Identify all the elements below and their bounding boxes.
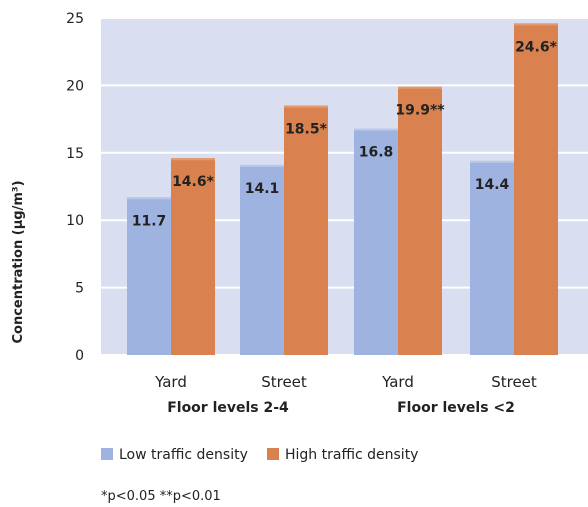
- y-axis-label: Concentration (µg/m³): [11, 180, 26, 343]
- x-group-label: Floor levels 2-4: [167, 400, 289, 416]
- bars: [127, 23, 558, 356]
- legend-label-high-traffic: High traffic density: [285, 447, 418, 463]
- x-group-label: Floor levels <2: [397, 400, 515, 416]
- bar-low-traffic: [240, 164, 284, 355]
- x-category-label: Yard: [154, 373, 187, 391]
- bar-high-traffic: [284, 105, 328, 356]
- data-label: 14.4: [475, 177, 510, 193]
- y-tick-label: 0: [75, 348, 84, 364]
- y-tick-label: 5: [75, 281, 84, 297]
- data-label: 18.5*: [285, 122, 328, 138]
- data-label: 16.8: [359, 145, 394, 161]
- x-category-labels: Yard Street Yard Street: [154, 373, 537, 391]
- bar-low-traffic: [354, 128, 398, 355]
- legend-swatch-low-traffic: [101, 448, 113, 460]
- data-labels: 11.7 14.6* 14.1 18.5* 16.8 19.9** 14.4 24.6*: [132, 39, 558, 229]
- data-label: 24.6*: [515, 39, 558, 55]
- y-tick-label: 20: [66, 78, 84, 94]
- x-category-label: Street: [261, 373, 307, 391]
- bar-high-traffic: [171, 158, 215, 355]
- bar-high-traffic: [398, 86, 442, 356]
- bar-low-traffic: [127, 197, 171, 355]
- bar-low-traffic: [470, 160, 514, 355]
- data-label: 14.6*: [172, 174, 215, 190]
- x-category-label: Street: [491, 373, 537, 391]
- data-label: 19.9**: [395, 103, 445, 119]
- data-label: 14.1: [245, 181, 280, 197]
- data-label: 11.7: [132, 213, 167, 229]
- bar-high-traffic: [514, 23, 558, 356]
- x-category-label: Yard: [381, 373, 414, 391]
- y-tick-label: 15: [66, 146, 84, 162]
- x-group-labels: Floor levels 2-4 Floor levels <2: [167, 400, 515, 416]
- y-tick-label: 25: [66, 11, 84, 27]
- y-tick-labels: 0 5 10 15 20 25: [66, 11, 84, 364]
- legend-label-low-traffic: Low traffic density: [119, 447, 248, 463]
- y-tick-label: 10: [66, 213, 84, 229]
- legend-swatch-high-traffic: [267, 448, 279, 460]
- legend: Low traffic density High traffic density: [101, 447, 418, 463]
- footnote: *p<0.05 **p<0.01: [101, 489, 221, 504]
